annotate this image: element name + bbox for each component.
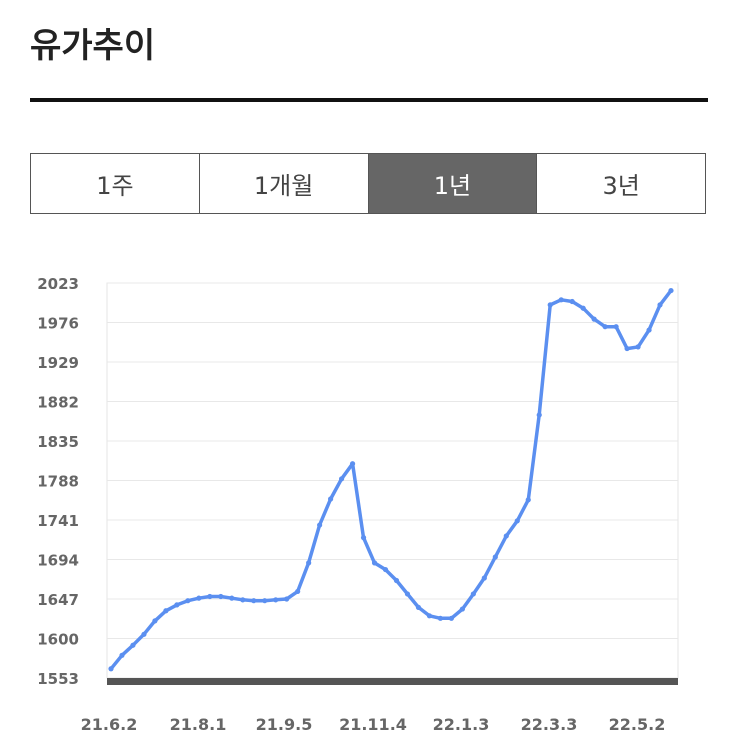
data-point [481,575,487,581]
y-tick-label: 1647 [37,591,79,609]
data-point [415,604,422,611]
data-point [525,497,531,503]
data-point [273,597,279,603]
data-point [382,566,389,573]
data-point [306,560,312,566]
y-tick-label: 1741 [37,512,79,530]
data-point [514,518,520,524]
x-tick-label: 21.11.4 [339,715,407,734]
data-point [657,302,663,308]
data-point [426,613,433,619]
data-point [240,597,246,603]
y-tick-label: 1553 [37,670,79,688]
tab-1-month[interactable]: 1개월 [199,154,369,213]
data-point [393,577,400,584]
y-tick-label: 1929 [37,354,79,372]
data-point [536,412,542,418]
y-tick-label: 1694 [37,552,79,570]
data-point [613,324,619,330]
data-point [635,344,641,350]
price-trend-chart: 2023 1976 1929 1882 1835 1788 1741 1694 1647 1600… [37,275,679,734]
data-point [163,608,169,614]
data-point [207,593,213,600]
data-point [459,606,465,612]
data-point [251,598,257,604]
title-divider [30,98,708,102]
y-tick-label: 1976 [37,315,79,333]
data-point [152,618,158,624]
data-point [349,461,356,467]
tab-1-year[interactable]: 1년 [368,154,538,213]
tab-1-week[interactable]: 1주 [31,154,200,213]
data-point [295,588,301,595]
data-point [470,591,476,597]
data-point [229,595,235,601]
data-point [646,327,652,333]
data-point [591,316,597,322]
x-tick-label: 21.6.2 [81,715,138,734]
data-point [196,595,202,601]
data-point [174,602,180,608]
data-point [580,305,586,311]
tab-3-year[interactable]: 3년 [537,154,705,213]
y-tick-label: 1882 [37,394,79,412]
x-tick-label: 22.1.3 [433,715,490,734]
data-point [437,615,444,621]
data-point [448,615,454,621]
data-point [624,345,630,352]
data-point [262,598,268,604]
y-tick-label: 2023 [37,275,79,293]
data-point [284,596,290,602]
data-point [130,642,136,648]
y-tick-label: 1788 [37,473,79,491]
data-point [328,496,334,502]
data-point [668,287,674,294]
data-point [569,298,575,305]
x-tick-label: 21.9.5 [256,715,313,734]
data-point [185,598,191,604]
data-point [108,666,114,672]
data-point [404,591,411,597]
data-point [371,560,378,566]
data-point [338,476,345,482]
data-point [492,554,498,560]
data-point [503,533,509,539]
price-series-line [109,288,673,671]
data-point [558,297,564,303]
x-tick-label: 21.8.1 [170,715,227,734]
data-point [602,324,608,330]
data-point [360,535,367,541]
y-tick-label: 1835 [37,433,79,451]
x-axis-baseline [107,678,678,685]
data-point [218,593,224,600]
page-title: 유가추이 [30,26,156,66]
x-tick-label: 22.3.3 [521,715,578,734]
y-tick-label: 1600 [37,631,79,649]
x-tick-label: 22.5.2 [609,715,666,734]
data-point [317,522,323,528]
data-point [141,631,147,637]
data-point [547,302,553,308]
period-tabs: 1주 1개월 1년 3년 [30,153,706,214]
data-point [119,652,125,658]
